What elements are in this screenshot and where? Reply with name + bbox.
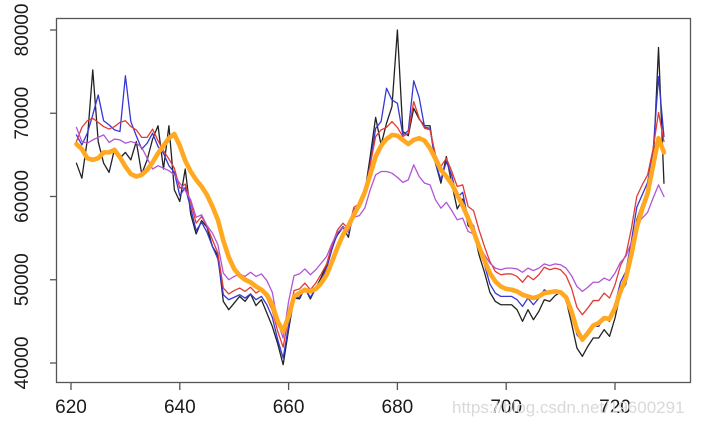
x-axis-ticks xyxy=(70,382,616,390)
x-tick-label: 660 xyxy=(273,397,305,418)
x-tick-label: 620 xyxy=(55,397,87,418)
y-tick-label: 60000 xyxy=(12,170,33,223)
plot-frame xyxy=(55,17,692,384)
y-axis-labels: 40000 50000 60000 70000 80000 xyxy=(12,4,33,390)
x-axis-labels: 620 640 660 680 700 720 xyxy=(55,397,631,418)
x-tick-label: 640 xyxy=(164,397,196,418)
series-line-purple xyxy=(75,126,665,339)
y-tick-label: 40000 xyxy=(12,337,33,390)
y-tick-label: 80000 xyxy=(12,4,33,57)
watermark-text: https://blog.csdn.net/19600291 xyxy=(452,398,685,417)
y-axis-ticks xyxy=(50,29,57,364)
series-line-red xyxy=(75,100,665,348)
plot-border xyxy=(55,17,692,384)
x-tick-label: 680 xyxy=(382,397,414,418)
x-tick-label: 720 xyxy=(599,397,631,418)
series-layer xyxy=(74,29,667,366)
y-tick-label: 70000 xyxy=(12,87,33,140)
x-tick-label: 700 xyxy=(490,397,522,418)
y-tick-label: 50000 xyxy=(12,253,33,306)
series-line-orange xyxy=(74,131,667,342)
